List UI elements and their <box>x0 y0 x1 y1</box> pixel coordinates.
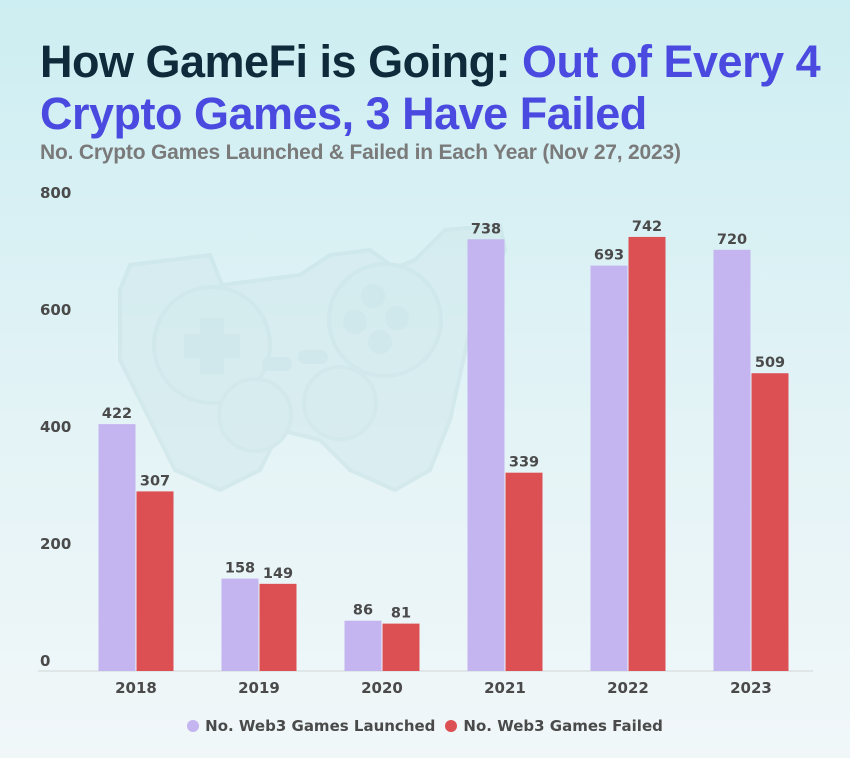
title-part-1: How GameFi is Going: <box>40 36 523 87</box>
data-label-launched-2018: 422 <box>102 406 132 422</box>
bar-failed-2019 <box>259 583 297 671</box>
data-label-failed-2022: 742 <box>632 219 662 235</box>
legend: No. Web3 Games Launched No. Web3 Games F… <box>0 717 850 735</box>
title-part-2-accent: Out of Every 4 Crypto Games, 3 Have Fail… <box>40 36 821 139</box>
x-tick-label: 2020 <box>361 679 403 697</box>
data-label-failed-2020: 81 <box>391 606 411 622</box>
data-label-launched-2020: 86 <box>353 603 373 619</box>
x-tick-label: 2018 <box>115 679 157 697</box>
x-tick-label: 2019 <box>238 679 280 697</box>
legend-item-launched: No. Web3 Games Launched <box>187 717 435 735</box>
legend-item-failed: No. Web3 Games Failed <box>445 717 663 735</box>
bar-failed-2023 <box>751 373 789 671</box>
bar-launched-2021 <box>467 239 505 671</box>
data-label-launched-2022: 693 <box>594 248 624 264</box>
bar-failed-2018 <box>136 491 174 671</box>
x-tick-label: 2021 <box>484 679 526 697</box>
y-tick-label: 200 <box>40 535 71 553</box>
bar-launched-2020 <box>344 620 382 671</box>
legend-swatch-failed <box>445 720 458 732</box>
bar-launched-2019 <box>221 578 259 671</box>
data-label-failed-2019: 149 <box>263 566 293 582</box>
legend-label-launched: No. Web3 Games Launched <box>205 717 436 735</box>
y-tick-label: 400 <box>40 418 71 436</box>
y-tick-label: 0 <box>40 652 50 670</box>
chart-title: How GameFi is Going: Out of Every 4 Cryp… <box>40 36 840 140</box>
y-tick-label: 600 <box>40 301 71 319</box>
data-label-launched-2019: 158 <box>225 561 255 577</box>
chart-subtitle: No. Crypto Games Launched & Failed in Ea… <box>40 141 681 164</box>
game-controller-icon <box>118 222 508 493</box>
legend-label-failed: No. Web3 Games Failed <box>463 717 663 735</box>
bar-failed-2022 <box>628 236 666 671</box>
legend-swatch-launched <box>187 720 200 732</box>
data-label-failed-2018: 307 <box>140 473 170 489</box>
x-tick-label: 2022 <box>607 679 649 697</box>
data-label-failed-2023: 509 <box>755 355 785 371</box>
y-tick-label: 800 <box>40 184 71 202</box>
bars: 422 307 158 149 86 81 738 339 693 742 720 509 <box>98 219 789 672</box>
data-label-failed-2021: 339 <box>509 455 539 471</box>
x-tick-label: 2023 <box>730 679 772 697</box>
bar-failed-2021 <box>505 472 543 671</box>
data-label-launched-2023: 720 <box>717 232 747 248</box>
bar-failed-2020 <box>382 623 420 671</box>
bar-launched-2022 <box>590 265 628 671</box>
y-axis: 0 200 400 600 800 <box>40 184 71 670</box>
x-axis: 2018 2019 2020 2021 2022 2023 <box>115 679 772 697</box>
data-label-launched-2021: 738 <box>471 221 501 237</box>
bar-launched-2018 <box>98 424 136 671</box>
bar-launched-2023 <box>713 249 751 672</box>
